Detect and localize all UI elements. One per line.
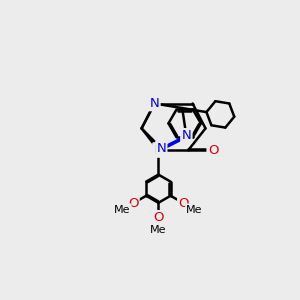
Text: O: O: [153, 211, 164, 224]
Text: N: N: [150, 97, 159, 110]
Text: N: N: [156, 142, 166, 155]
Text: Me: Me: [114, 205, 130, 214]
Text: N: N: [154, 143, 163, 157]
Text: O: O: [208, 143, 218, 157]
Text: Me: Me: [186, 205, 203, 214]
Text: Me: Me: [150, 225, 167, 236]
Text: N: N: [182, 129, 191, 142]
Text: O: O: [128, 197, 138, 210]
Text: O: O: [178, 197, 189, 210]
